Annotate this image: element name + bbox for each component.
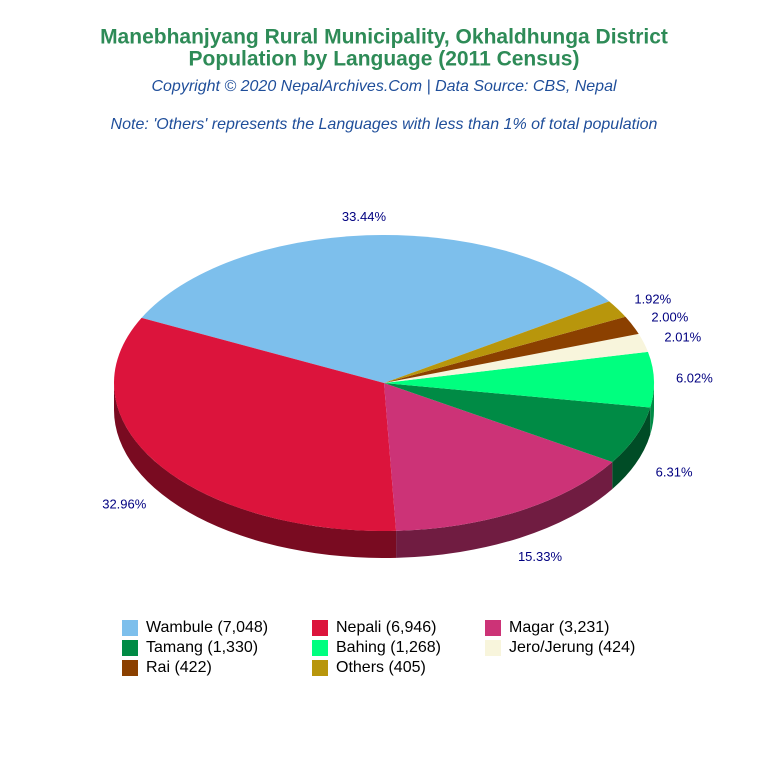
slice: [384, 351, 654, 408]
legend-swatch: [312, 660, 328, 676]
legend-label: Wambule (7,048): [146, 619, 268, 636]
slice: [384, 383, 613, 531]
legend-label: Nepali (6,946): [336, 619, 437, 636]
slice: [384, 333, 648, 383]
legend-label: Bahing (1,268): [336, 639, 441, 656]
data-label: 6.02%: [676, 371, 713, 386]
source: Copyright © 2020 NepalArchives.Com | Dat…: [151, 78, 616, 95]
legend-swatch: [122, 660, 138, 676]
legend-label: Others (405): [336, 659, 426, 676]
pie: 33.44% 32.96% 15.33% 6.31% 6.02% 2.01% 2.00% 1.…: [102, 209, 713, 564]
legend-swatch: [312, 640, 328, 656]
slice-side: [612, 407, 651, 489]
note: Note: 'Others' represents the Languages …: [111, 116, 658, 133]
chart-subtitle: Population by Language (2011 Census): [189, 48, 580, 71]
legend-swatch: [122, 640, 138, 656]
data-label: 32.96%: [102, 496, 147, 511]
slice: [384, 383, 651, 462]
legend: Wambule (7,048) Nepali (6,946) Magar (3,23…: [122, 619, 635, 676]
legend-swatch: [485, 620, 501, 636]
data-label: 33.44%: [342, 209, 387, 224]
chart-title: Manebhanjyang Rural Municipality, Okhald…: [100, 26, 668, 49]
data-label: 2.01%: [664, 329, 701, 344]
legend-label: Tamang (1,330): [146, 639, 258, 656]
slice: [384, 301, 626, 383]
data-label: 2.00%: [651, 310, 688, 325]
slice: [113, 317, 397, 531]
slice: [141, 235, 610, 383]
legend-label: Magar (3,231): [509, 619, 610, 636]
slice-side: [650, 383, 654, 435]
slice: [384, 316, 639, 383]
legend-label: Jero/Jerung (424): [509, 639, 635, 656]
legend-swatch: [122, 620, 138, 636]
data-label: 15.33%: [518, 549, 563, 564]
legend-label: Rai (422): [146, 659, 212, 676]
data-label: 1.92%: [634, 291, 671, 306]
legend-swatch: [485, 640, 501, 656]
slice-side: [396, 461, 613, 558]
data-label: 6.31%: [656, 465, 693, 480]
slice-side: [114, 383, 397, 559]
legend-swatch: [312, 620, 328, 636]
